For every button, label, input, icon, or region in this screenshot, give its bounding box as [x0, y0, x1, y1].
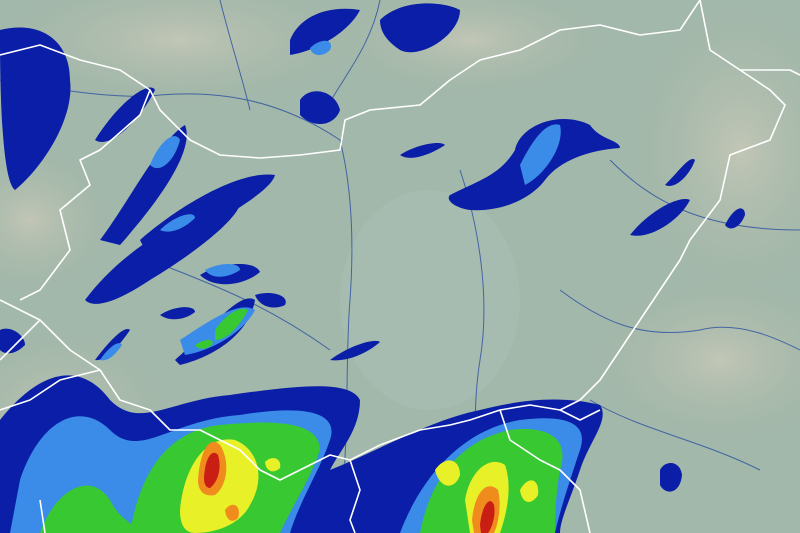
precipitation-level-6 — [204, 452, 495, 533]
